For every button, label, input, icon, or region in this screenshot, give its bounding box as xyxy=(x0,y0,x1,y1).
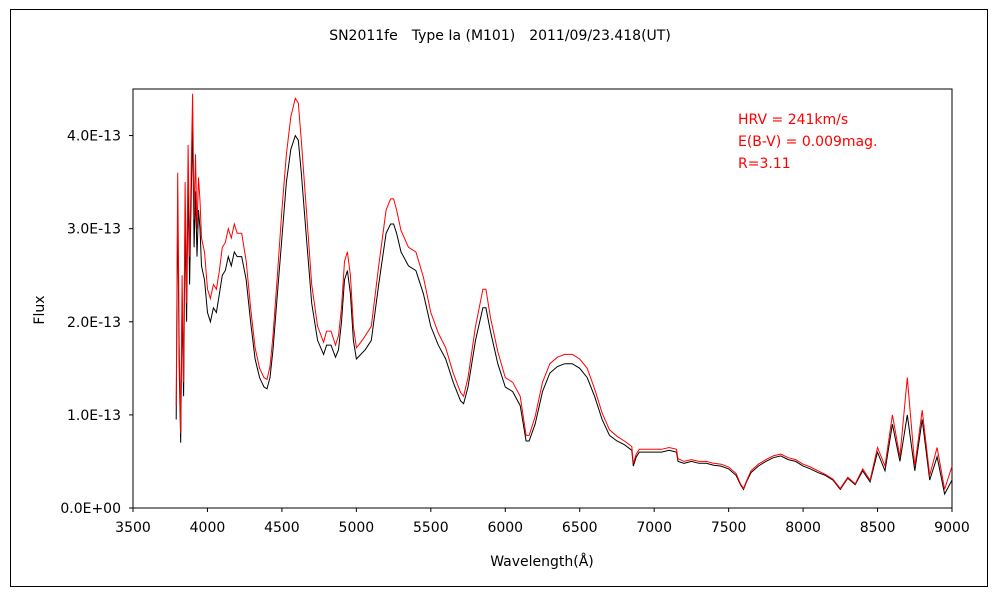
x-tick-label: 6000 xyxy=(487,520,523,536)
x-tick-label: 3500 xyxy=(115,520,151,536)
plot-area xyxy=(132,88,953,509)
series-line-0 xyxy=(175,126,953,496)
annotation-2: R=3.11 xyxy=(738,156,791,172)
x-tick-label: 9000 xyxy=(934,520,970,536)
x-axis: 3500 4000 4500 5000 5500 6000 6500 7000 7500 8000… xyxy=(115,508,970,536)
x-axis-label: Wavelength(Å) xyxy=(490,553,594,570)
x-tick-label: 5500 xyxy=(413,520,449,536)
y-tick-label: 2.0E-13 xyxy=(67,315,121,331)
y-tick-label: 1.0E-13 xyxy=(67,408,121,424)
x-tick-label: 7000 xyxy=(636,520,672,536)
x-tick-label: 8500 xyxy=(860,520,896,536)
x-tick-label: 6500 xyxy=(562,520,598,536)
x-tick-label: 4500 xyxy=(264,520,300,536)
series-line-1 xyxy=(175,93,953,490)
y-axis: 0.0E+00 1.0E-13 2.0E-13 3.0E-13 4.0E-13 xyxy=(60,129,133,517)
y-axis-label: Flux xyxy=(32,295,48,324)
chart-title: SN2011fe Type Ia (M101) 2011/09/23.418(U… xyxy=(329,28,671,44)
x-tick-label: 7500 xyxy=(711,520,747,536)
chart-frame xyxy=(10,9,988,587)
x-tick-label: 8000 xyxy=(785,520,821,536)
annotation-0: HRV = 241km/s xyxy=(738,112,848,128)
x-tick-label: 4000 xyxy=(190,520,226,536)
x-tick-label: 5000 xyxy=(339,520,375,536)
y-tick-label: 0.0E+00 xyxy=(60,501,121,517)
y-tick-label: 4.0E-13 xyxy=(67,129,121,145)
annotation-1: E(B-V) = 0.009mag. xyxy=(738,134,877,150)
series-group xyxy=(175,93,953,496)
annotations: HRV = 241km/s E(B-V) = 0.009mag. R=3.11 xyxy=(738,112,877,172)
y-tick-label: 3.0E-13 xyxy=(67,222,121,238)
